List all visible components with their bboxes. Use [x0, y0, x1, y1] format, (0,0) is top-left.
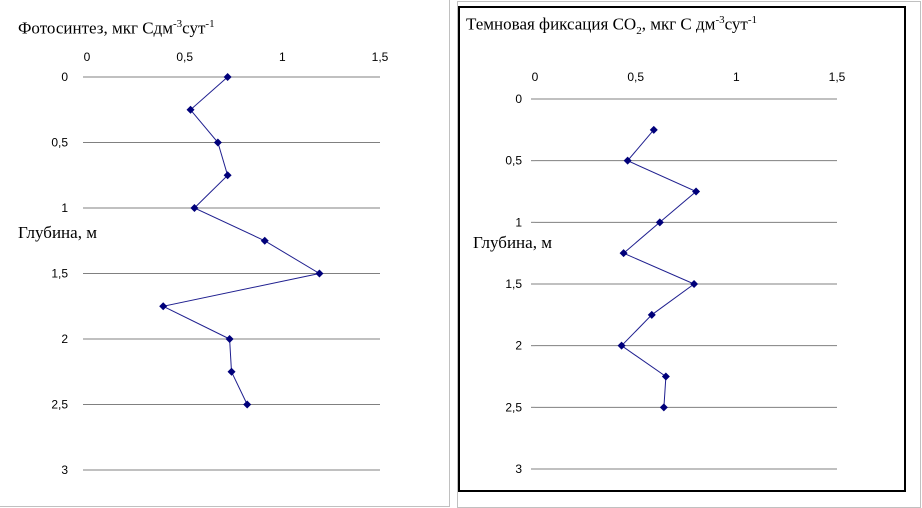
y-tick-label: 0 [61, 70, 68, 84]
x-tick-label: 1,5 [829, 70, 846, 84]
chart-dark-fixation: 0 0,5 1 1,5 2 2,5 3 0 0,5 1 1,5 Глубина, м [473, 70, 846, 476]
data-point [223, 73, 232, 81]
data-point [315, 269, 324, 278]
x-tick-label: 1,5 [372, 50, 389, 64]
data-point [623, 156, 632, 165]
series-line [161, 76, 321, 405]
x-tick-label: 0,5 [176, 50, 193, 64]
x-tick-label: 0 [532, 70, 539, 84]
y-tick-label: 0,5 [51, 136, 68, 150]
y-tick-label: 1 [61, 201, 68, 215]
chart-frame-dark-fixation [458, 6, 906, 492]
x-tick-label: 0,5 [627, 70, 644, 84]
y-tick-label: 0 [515, 92, 522, 106]
data-point [159, 302, 168, 311]
data-point [649, 125, 658, 134]
y-tick-label: 1,5 [51, 267, 68, 281]
chart-photosynthesis: 0 0,5 1 1,5 2 2,5 3 0 0,5 1 1,5 Глубина, м [18, 50, 389, 477]
data-point [690, 280, 699, 288]
data-point [190, 204, 199, 212]
y-axis-label: Глубина, м [473, 233, 552, 252]
y-tick-label: 3 [515, 462, 522, 476]
chart-title-photosynthesis: Фотосинтез, мкг Сдм-3сут-1 [18, 18, 215, 38]
data-point [213, 138, 222, 147]
chart-panel-dark-fixation [457, 1, 921, 508]
data-point [619, 249, 628, 258]
y-tick-label: 3 [61, 463, 68, 477]
data-point [186, 105, 195, 114]
y-tick-label: 2,5 [51, 398, 68, 412]
series-line [620, 129, 698, 408]
x-tick-label: 1 [733, 70, 740, 84]
y-tick-label: 0,5 [505, 154, 522, 168]
x-tick-label: 1 [279, 50, 286, 64]
data-point [659, 403, 668, 412]
data-point [661, 372, 670, 381]
y-tick-label: 2,5 [505, 400, 522, 414]
y-tick-label: 2 [61, 332, 68, 346]
y-tick-label: 1,5 [505, 277, 522, 291]
data-point [223, 171, 232, 180]
data-point [655, 218, 664, 227]
chart-panel-photosynthesis [0, 0, 450, 507]
data-point [260, 236, 269, 245]
y-tick-label: 2 [515, 339, 522, 353]
y-tick-label: 1 [515, 215, 522, 229]
chart-title-dark-fixation: Темновая фиксация СО2, мкг С дм-3сут-1 [466, 14, 758, 38]
x-tick-label: 0 [84, 50, 91, 64]
y-axis-label: Глубина, м [18, 223, 97, 242]
data-point [227, 367, 236, 376]
data-point [617, 341, 626, 350]
data-point [243, 400, 252, 409]
data-point [225, 335, 234, 343]
data-point [692, 187, 701, 196]
data-point [647, 310, 656, 319]
